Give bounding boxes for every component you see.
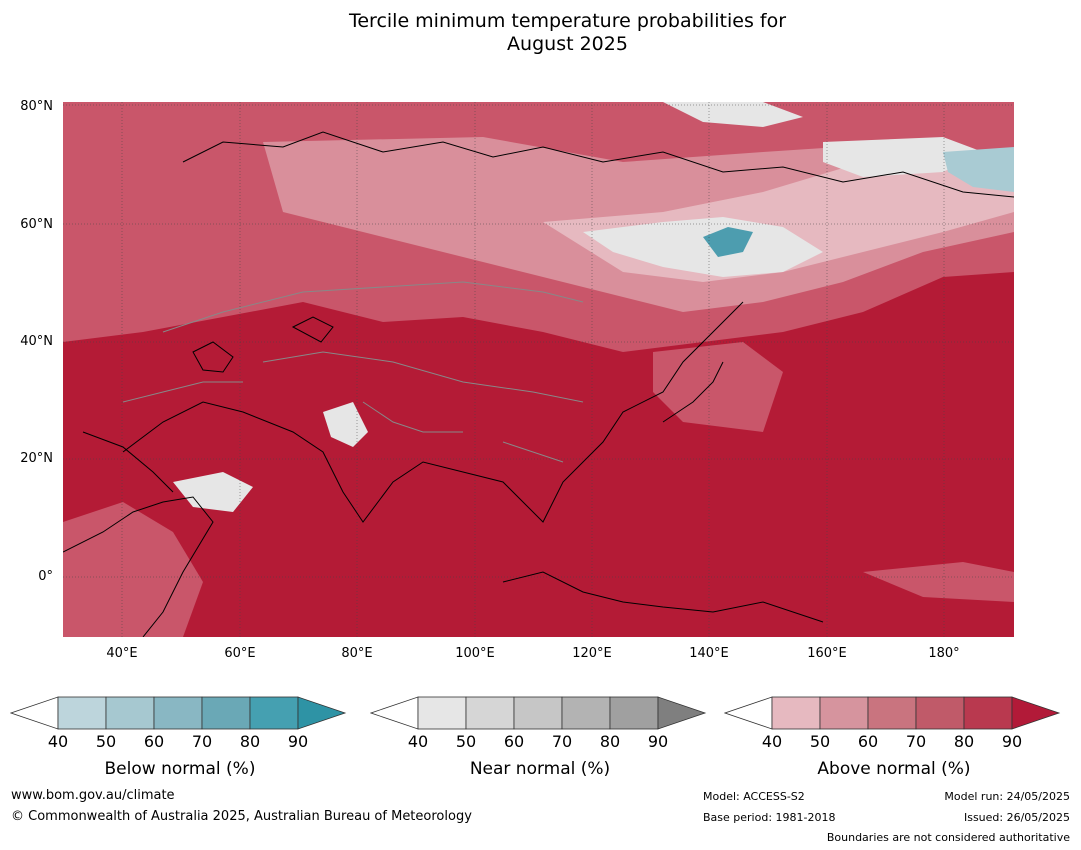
colorbar-extend-high <box>657 696 707 730</box>
title-line-1: Tercile minimum temperature probabilitie… <box>348 10 787 32</box>
colorbar-segment <box>915 696 965 730</box>
colorbar-above-tick: 90 <box>1001 732 1023 751</box>
colorbar-extend-high <box>1011 696 1061 730</box>
map-title: Tercile minimum temperature probabilitie… <box>0 10 1081 56</box>
region-near-normal-arctic <box>663 102 803 127</box>
colorbar-near-normal: 40 50 60 70 80 90 Near normal (%) <box>370 696 710 786</box>
colorbar-below-tick: 80 <box>239 732 261 751</box>
lon-label-120e: 120°E <box>572 646 612 661</box>
colorbar-near-tick: 80 <box>599 732 621 751</box>
lon-label-60e: 60°E <box>224 646 256 661</box>
colorbar-near-tick: 70 <box>551 732 573 751</box>
colorbar-extend-low <box>724 696 773 730</box>
lat-label-40n: 40°N <box>20 334 53 349</box>
website-link[interactable]: www.bom.gov.au/climate <box>11 788 175 803</box>
colorbar-below-tick: 50 <box>95 732 117 751</box>
colorbar-segment <box>57 696 107 730</box>
region-near-normal-east-siberia <box>823 137 983 177</box>
lon-label-160e: 160°E <box>807 646 847 661</box>
region-above-mid-japan <box>653 342 783 432</box>
map-svg <box>63 102 1014 637</box>
colorbar-segment <box>465 696 515 730</box>
region-near-normal-arabia <box>173 472 253 512</box>
colorbar-below-svg <box>10 696 347 730</box>
lon-label-80e: 80°E <box>341 646 373 661</box>
region-above-mid-pacific <box>863 562 1014 602</box>
title-line-2: August 2025 <box>507 33 628 55</box>
colorbar-extend-high <box>297 696 347 730</box>
colorbar-segment <box>249 696 299 730</box>
colorbar-segment <box>963 696 1013 730</box>
colorbar-near-tick: 90 <box>647 732 669 751</box>
lat-label-20n: 20°N <box>20 451 53 466</box>
colorbar-segment <box>867 696 917 730</box>
colorbar-near-tick: 50 <box>455 732 477 751</box>
base-period-text: Base period: 1981-2018 <box>703 811 836 824</box>
colorbar-above-tick: 70 <box>905 732 927 751</box>
colorbar-above-normal: 40 50 60 70 80 90 Above normal (%) <box>724 696 1064 786</box>
region-near-normal-siberia <box>583 217 823 277</box>
colorbar-below-tick: 90 <box>287 732 309 751</box>
lat-label-80n: 80°N <box>20 99 53 114</box>
lat-label-60n: 60°N <box>20 217 53 232</box>
graticule <box>63 102 1014 637</box>
colorbar-near-caption: Near normal (%) <box>469 759 611 779</box>
colorbar-segment <box>771 696 821 730</box>
colorbar-above-tick: 50 <box>809 732 831 751</box>
colorbar-segment <box>513 696 563 730</box>
disclaimer-text: Boundaries are not considered authoritat… <box>826 831 1070 844</box>
colorbar-segment <box>561 696 611 730</box>
colorbar-segment <box>153 696 203 730</box>
colorbar-below-normal: 40 50 60 70 80 90 Below normal (%) <box>10 696 350 786</box>
colorbar-extend-low <box>370 696 419 730</box>
colorbar-above-caption: Above normal (%) <box>817 759 971 779</box>
model-run-text: Model run: 24/05/2025 <box>944 790 1070 803</box>
lon-label-100e: 100°E <box>455 646 495 661</box>
lat-label-0: 0° <box>38 569 53 584</box>
colorbar-above-tick: 40 <box>761 732 783 751</box>
colorbar-above-tick: 80 <box>953 732 975 751</box>
colorbar-below-caption: Below normal (%) <box>104 759 256 779</box>
coastlines <box>63 131 1014 637</box>
country-borders <box>122 281 584 463</box>
colorbar-extend-low <box>10 696 59 730</box>
colorbar-segment <box>819 696 869 730</box>
colorbar-near-svg <box>370 696 707 730</box>
colorbar-segment <box>201 696 251 730</box>
lon-label-40e: 40°E <box>106 646 138 661</box>
colorbar-above-tick: 60 <box>857 732 879 751</box>
colorbar-above-svg <box>724 696 1061 730</box>
issued-text: Issued: 26/05/2025 <box>963 811 1070 824</box>
colorbar-near-tick: 60 <box>503 732 525 751</box>
colorbar-segment <box>105 696 155 730</box>
region-above-mid-africa <box>63 502 203 637</box>
colorbar-below-tick: 40 <box>47 732 69 751</box>
lon-label-180: 180° <box>928 646 960 661</box>
colorbar-near-tick: 40 <box>407 732 429 751</box>
lon-label-140e: 140°E <box>689 646 729 661</box>
copyright-text: © Commonwealth of Australia 2025, Austra… <box>11 809 472 824</box>
region-below-normal-okhotsk <box>703 227 753 257</box>
colorbar-below-tick: 70 <box>191 732 213 751</box>
colorbar-segment <box>417 696 467 730</box>
region-below-normal-chukotka <box>943 147 1014 192</box>
probability-map <box>63 102 1014 637</box>
colorbar-below-tick: 60 <box>143 732 165 751</box>
model-text: Model: ACCESS-S2 <box>703 790 805 803</box>
colorbar-segment <box>609 696 659 730</box>
